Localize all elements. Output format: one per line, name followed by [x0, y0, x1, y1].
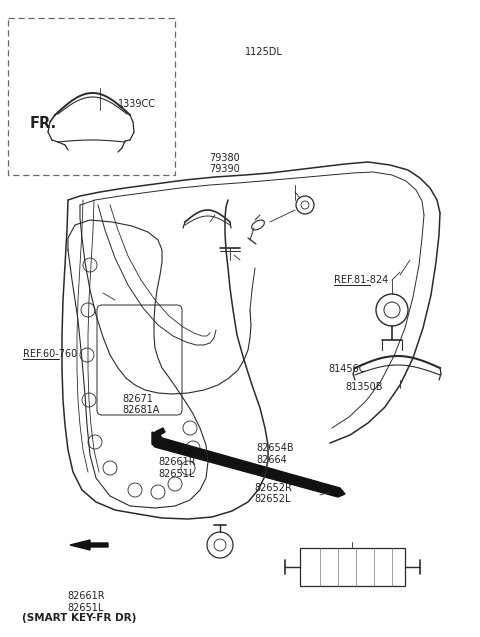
- Text: 82652R
82652L: 82652R 82652L: [254, 483, 292, 505]
- Text: 1339CC: 1339CC: [118, 99, 156, 109]
- Text: (SMART KEY-FR DR): (SMART KEY-FR DR): [22, 613, 136, 624]
- Text: REF.60-760: REF.60-760: [23, 349, 77, 359]
- Text: 82654B
82664: 82654B 82664: [257, 443, 294, 465]
- Text: 82661R
82651L: 82661R 82651L: [67, 591, 105, 613]
- Polygon shape: [70, 540, 108, 550]
- Text: 81350B: 81350B: [346, 382, 383, 392]
- Text: 81456C: 81456C: [329, 364, 366, 375]
- Text: 82671
82681A: 82671 82681A: [122, 394, 160, 415]
- Bar: [300, 548, 405, 586]
- Text: FR.: FR.: [30, 116, 57, 131]
- Text: 82661R
82651L: 82661R 82651L: [158, 457, 196, 479]
- Text: REF.81-824: REF.81-824: [334, 275, 388, 285]
- Polygon shape: [155, 428, 165, 436]
- Text: 79380
79390: 79380 79390: [209, 153, 240, 175]
- Text: 1125DL: 1125DL: [245, 47, 283, 57]
- Polygon shape: [152, 432, 345, 497]
